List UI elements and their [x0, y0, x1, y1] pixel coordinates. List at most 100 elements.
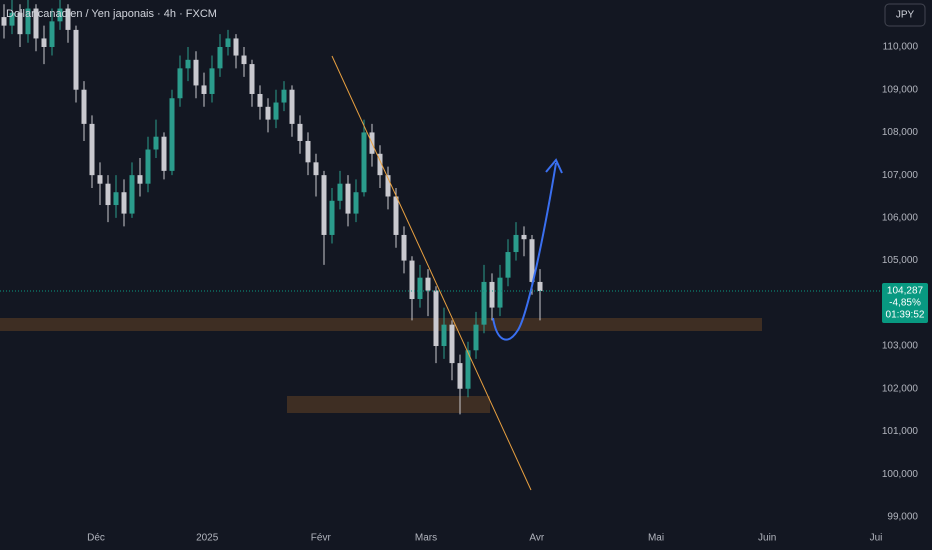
candle-body — [201, 85, 207, 94]
x-tick-label: 2025 — [196, 533, 219, 544]
candle-body — [465, 350, 471, 389]
candle-body — [257, 93, 263, 107]
projection-curve — [492, 162, 557, 341]
last-price-label: 104,287 — [887, 286, 924, 297]
candle-body — [209, 68, 215, 94]
candle-body — [17, 12, 23, 35]
candle-body — [337, 183, 343, 201]
candle-body — [89, 123, 95, 176]
candle-body — [33, 8, 39, 39]
y-tick-label: 108,000 — [882, 127, 919, 138]
candle-body — [185, 59, 191, 69]
candle-body — [129, 175, 135, 214]
candle-body — [97, 175, 103, 184]
y-tick-label: 106,000 — [882, 213, 919, 224]
candle-body — [297, 123, 303, 141]
candle-body — [305, 140, 311, 163]
candle-body — [425, 277, 431, 291]
candle-body — [313, 162, 319, 176]
y-tick-label: 100,000 — [882, 469, 919, 480]
candle-body — [521, 234, 527, 240]
candle-body — [505, 252, 511, 278]
y-tick-label: 101,000 — [882, 426, 919, 437]
currency-label[interactable]: JPY — [896, 10, 915, 21]
change-label: -4,85% — [889, 298, 921, 309]
candle-body — [81, 89, 87, 124]
projection-arrow — [545, 158, 563, 174]
candle-body — [513, 234, 519, 253]
y-tick-label: 103,000 — [882, 341, 919, 352]
candle-body — [65, 8, 71, 30]
x-tick-label: Déc — [87, 533, 105, 544]
candle-body — [273, 102, 279, 120]
candle-body — [377, 153, 383, 176]
candle-body — [281, 89, 287, 103]
candle-body — [345, 183, 351, 214]
y-tick-label: 107,000 — [882, 170, 919, 181]
candle-body — [321, 175, 327, 235]
candle-body — [241, 55, 247, 65]
countdown-label: 01:39:52 — [886, 310, 925, 321]
candle-body — [73, 29, 79, 90]
currency-button[interactable] — [884, 3, 926, 27]
candle-body — [161, 136, 167, 171]
x-tick-label: Févr — [311, 533, 332, 544]
candle-body — [529, 239, 535, 282]
chart-title: Dollar canadien / Yen japonais · 4h · FX… — [6, 8, 217, 20]
candle-body — [401, 234, 407, 261]
candle-body — [289, 89, 295, 124]
candle-body — [537, 281, 543, 292]
candle-body — [481, 281, 487, 325]
candle-body — [473, 324, 479, 351]
candle-body — [153, 136, 159, 150]
x-tick-label: Juin — [758, 533, 776, 544]
candle-body — [497, 277, 503, 308]
candle-body — [361, 132, 367, 193]
y-tick-label: 99,000 — [887, 512, 918, 523]
candle-body — [113, 192, 119, 206]
y-tick-label: 109,000 — [882, 84, 919, 95]
candle-body — [265, 106, 271, 120]
candle-body — [1, 17, 7, 26]
y-tick-label: 102,000 — [882, 383, 919, 394]
candle-body — [49, 21, 55, 47]
candle-body — [233, 38, 239, 56]
candle-body — [225, 38, 231, 47]
candle-body — [145, 149, 151, 184]
candle-body — [121, 192, 127, 214]
candle-body — [385, 175, 391, 197]
candle-body — [457, 363, 463, 389]
trend-line — [331, 55, 532, 491]
candle-body — [41, 38, 47, 47]
y-tick-label: 110,000 — [883, 42, 919, 53]
candle-body — [489, 281, 495, 308]
candle-body — [25, 8, 31, 35]
candle-body — [441, 324, 447, 347]
candle-body — [169, 98, 175, 171]
candle-body — [177, 68, 183, 99]
candles — [1, 0, 543, 415]
candle-body — [217, 46, 223, 69]
candle-body — [353, 192, 359, 214]
x-tick-label: Jui — [870, 533, 883, 544]
candle-body — [9, 12, 15, 26]
candle-body — [393, 196, 399, 235]
last-price-box — [882, 283, 928, 324]
candle-body — [249, 64, 255, 94]
x-tick-label: Mars — [415, 533, 437, 544]
candle-body — [193, 59, 199, 86]
candle-body — [105, 183, 111, 206]
candle-body — [137, 175, 143, 184]
x-tick-label: Avr — [529, 533, 544, 544]
support-zone — [0, 318, 762, 331]
support-zone — [287, 396, 490, 413]
y-tick-label: 105,000 — [882, 255, 919, 266]
candle-body — [417, 277, 423, 300]
candle-body — [57, 8, 63, 22]
candle-body — [433, 290, 439, 347]
candle-body — [409, 260, 415, 300]
candle-body — [449, 324, 455, 364]
